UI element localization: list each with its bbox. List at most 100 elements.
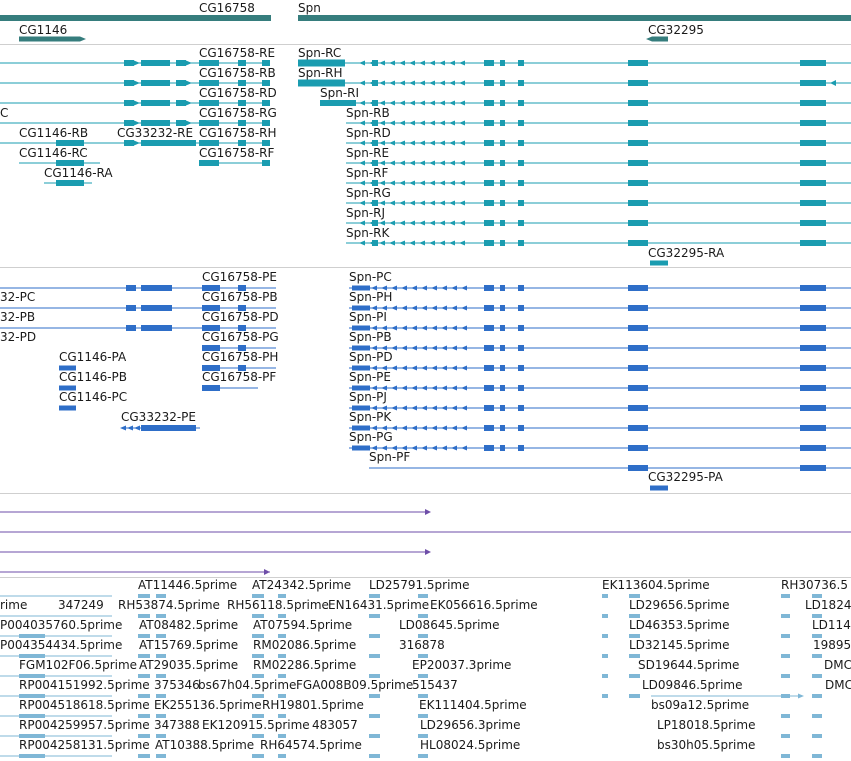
est-label[interactable]: LD29656.5prime [629, 598, 730, 612]
protein-label[interactable]: CG16758-PF [202, 370, 277, 384]
est-label[interactable]: DMC [824, 658, 851, 672]
gene-label[interactable]: CG16758 [199, 1, 255, 15]
protein-label[interactable]: Spn-PH [349, 290, 393, 304]
est-label[interactable]: LD08645.5prime [399, 618, 500, 632]
est-label[interactable]: rime [0, 598, 28, 612]
est-label[interactable]: EN16431.5prime [328, 598, 430, 612]
est-label[interactable]: FGA008B09.5prime [296, 678, 414, 692]
est-label[interactable]: LD1824 [805, 598, 851, 612]
protein-label[interactable]: CG16758-PG [202, 330, 279, 344]
est-label[interactable]: RP004151992.5prime [19, 678, 150, 692]
est-label[interactable]: RH56118.5prime [227, 598, 329, 612]
protein-label[interactable]: Spn-PD [349, 350, 393, 364]
est-label[interactable]: RP004259957.5prime [19, 718, 150, 732]
protein-label[interactable]: CG33232-PE [121, 410, 196, 424]
protein-label[interactable]: CG1146-PB [59, 370, 128, 384]
transcript-label[interactable]: C [0, 106, 9, 120]
protein-label[interactable]: Spn-PC [349, 270, 392, 284]
est-label[interactable]: P004354434.5prime [0, 638, 123, 652]
est-label[interactable]: P004035760.5prime [0, 618, 123, 632]
protein-label[interactable]: Spn-PF [369, 450, 411, 464]
gene-label[interactable]: CG1146 [19, 23, 68, 37]
est-label[interactable]: RM02086.5prime [253, 638, 357, 652]
gene-label[interactable]: CG32295 [648, 23, 704, 37]
est-label[interactable]: FGM102F06.5prime [19, 658, 138, 672]
transcript-label[interactable]: Spn-RE [346, 146, 390, 160]
est-label[interactable]: 483057 [312, 718, 358, 732]
transcript-label[interactable]: Spn-RB [346, 106, 390, 120]
transcript-label[interactable]: CG16758-RE [199, 46, 276, 60]
est-label[interactable]: AT10388.5prime [155, 738, 255, 752]
est-label[interactable]: LD114 [812, 618, 851, 632]
est-label[interactable]: LD25791.5prime [369, 578, 470, 592]
protein-label[interactable]: 32-PC [0, 290, 36, 304]
est-label[interactable]: SD19644.5prime [638, 658, 740, 672]
transcript-label[interactable]: CG33232-RE [117, 126, 194, 140]
transcript-label[interactable]: CG16758-RG [199, 106, 277, 120]
transcript-label[interactable]: Spn-RG [346, 186, 391, 200]
est-label[interactable]: AT08482.5prime [139, 618, 239, 632]
protein-label[interactable]: CG16758-PH [202, 350, 279, 364]
est-label[interactable]: LD32145.5prime [629, 638, 730, 652]
protein-label[interactable]: Spn-PJ [349, 390, 387, 404]
est-label[interactable]: HL08024.5prime [420, 738, 521, 752]
est-label[interactable]: AT24342.5prime [252, 578, 352, 592]
protein-label[interactable]: CG1146-PC [59, 390, 128, 404]
protein-label[interactable]: CG16758-PD [202, 310, 279, 324]
transcript-label[interactable]: Spn-RH [298, 66, 343, 80]
transcript-label[interactable]: CG1146-RC [19, 146, 88, 160]
transcript-label[interactable]: CG1146-RB [19, 126, 89, 140]
est-label[interactable]: AT15769.5prime [139, 638, 239, 652]
est-label[interactable]: EK111404.5prime [419, 698, 527, 712]
est-label[interactable]: bs67h04.5prime [198, 678, 297, 692]
transcript-label[interactable]: CG16758-RF [199, 146, 275, 160]
transcript-label[interactable]: Spn-RK [346, 226, 390, 240]
est-label[interactable]: EK056616.5prime [430, 598, 538, 612]
protein-label[interactable]: CG32295-PA [648, 470, 723, 484]
est-label[interactable]: RP004518618.5prime [19, 698, 150, 712]
transcript-label[interactable]: CG16758-RD [199, 86, 277, 100]
est-label[interactable]: 347388 [154, 718, 200, 732]
est-label[interactable]: 316878 [399, 638, 445, 652]
est-label[interactable]: EK120915.5prime [202, 718, 310, 732]
protein-label[interactable]: Spn-PG [349, 430, 393, 444]
est-label[interactable]: LD09846.5prime [642, 678, 743, 692]
protein-label[interactable]: Spn-PI [349, 310, 387, 324]
est-label[interactable]: 19895 [813, 638, 851, 652]
est-label[interactable]: RH64574.5prime [260, 738, 362, 752]
protein-label[interactable]: 32-PB [0, 310, 36, 324]
protein-label[interactable]: Spn-PB [349, 330, 392, 344]
transcript-label[interactable]: CG32295-RA [648, 246, 725, 260]
est-label[interactable]: RH19801.5prime [262, 698, 364, 712]
transcript-label[interactable]: Spn-RF [346, 166, 389, 180]
est-label[interactable]: EP20037.3prime [412, 658, 512, 672]
transcript-label[interactable]: Spn-RD [346, 126, 391, 140]
est-label[interactable]: EK255136.5prime [154, 698, 262, 712]
transcript-label[interactable]: CG1146-RA [44, 166, 113, 180]
est-label[interactable]: bs09a12.5prime [651, 698, 750, 712]
est-label[interactable]: AT11446.5prime [138, 578, 238, 592]
transcript-label[interactable]: Spn-RJ [346, 206, 386, 220]
est-label[interactable]: DMC [825, 678, 851, 692]
est-label[interactable]: AT29035.5prime [139, 658, 239, 672]
est-label[interactable]: LD29656.3prime [420, 718, 521, 732]
protein-label[interactable]: Spn-PE [349, 370, 391, 384]
est-label[interactable]: RM02286.5prime [253, 658, 357, 672]
transcript-label[interactable]: CG16758-RB [199, 66, 276, 80]
transcript-label[interactable]: Spn-RC [298, 46, 342, 60]
est-label[interactable]: RH30736.5 [781, 578, 848, 592]
protein-label[interactable]: CG1146-PA [59, 350, 127, 364]
est-label[interactable]: LD46353.5prime [629, 618, 730, 632]
est-label[interactable]: 347249 [58, 598, 104, 612]
protein-label[interactable]: CG16758-PE [202, 270, 277, 284]
est-label[interactable]: EK113604.5prime [602, 578, 710, 592]
protein-label[interactable]: 32-PD [0, 330, 37, 344]
est-label[interactable]: LP18018.5prime [657, 718, 756, 732]
est-label[interactable]: RP004258131.5prime [19, 738, 150, 752]
transcript-label[interactable]: Spn-RI [320, 86, 360, 100]
protein-label[interactable]: CG16758-PB [202, 290, 278, 304]
est-label[interactable]: AT07594.5prime [253, 618, 353, 632]
est-label[interactable]: 375346 [154, 678, 200, 692]
gene-label[interactable]: Spn [298, 1, 321, 15]
protein-label[interactable]: Spn-PK [349, 410, 392, 424]
